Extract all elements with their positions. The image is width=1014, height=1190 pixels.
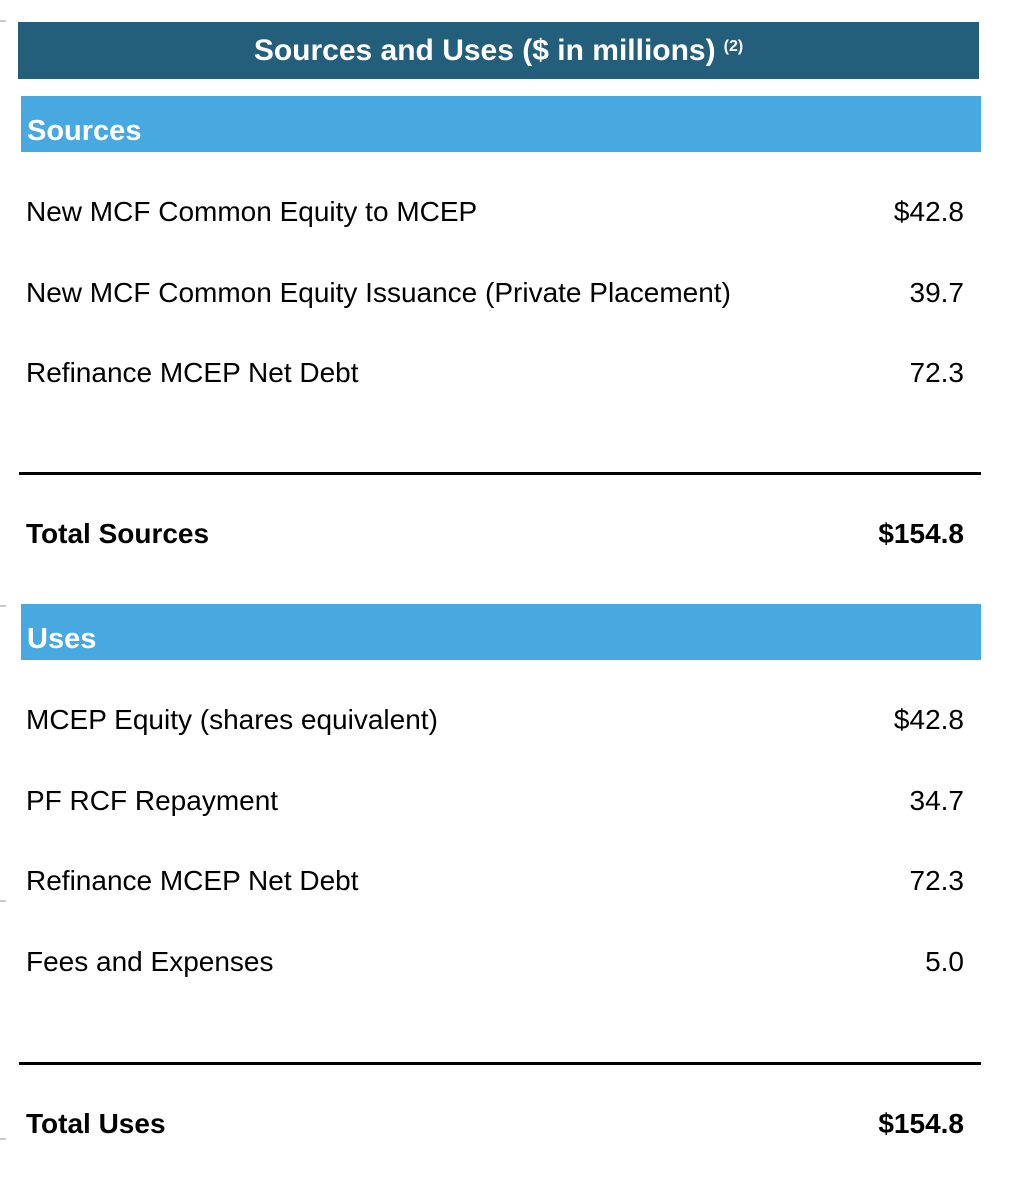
- table-title-bar: Sources and Uses ($ in millions) (2): [18, 22, 979, 79]
- edge-tick: [0, 900, 6, 902]
- sources-total-rule: [19, 472, 981, 475]
- row-value: 72.3: [909, 865, 965, 896]
- uses-total-rule: [19, 1062, 981, 1065]
- row-value: 39.7: [909, 277, 965, 308]
- row-label: Refinance MCEP Net Debt: [26, 865, 359, 896]
- sources-header: Sources: [21, 96, 981, 152]
- uses-total-row: Total Uses $154.8: [26, 1104, 964, 1144]
- total-value: $154.8: [878, 518, 964, 549]
- row-label: MCEP Equity (shares equivalent): [26, 704, 438, 735]
- total-label: Total Sources: [26, 518, 210, 549]
- edge-tick: [0, 605, 6, 607]
- sources-row: New MCF Common Equity to MCEP $42.8: [26, 192, 964, 232]
- sources-total-row: Total Sources $154.8: [26, 514, 964, 554]
- uses-header: Uses: [21, 604, 981, 660]
- row-label: Fees and Expenses: [26, 946, 274, 977]
- sources-row: Refinance MCEP Net Debt 72.3: [26, 353, 964, 393]
- edge-tick: [0, 20, 6, 22]
- edge-tick: [0, 1138, 6, 1140]
- row-value: 5.0: [925, 946, 964, 977]
- uses-row: MCEP Equity (shares equivalent) $42.8: [26, 700, 964, 740]
- uses-row: Fees and Expenses 5.0: [26, 942, 964, 982]
- title-footnote: (2): [723, 37, 744, 55]
- uses-row: Refinance MCEP Net Debt 72.3: [26, 861, 964, 901]
- total-label: Total Uses: [26, 1108, 166, 1139]
- row-label: New MCF Common Equity Issuance (Private …: [26, 277, 731, 308]
- row-value: 72.3: [909, 357, 965, 388]
- row-label: New MCF Common Equity to MCEP: [26, 196, 478, 227]
- row-value: 34.7: [909, 785, 965, 816]
- row-label: PF RCF Repayment: [26, 785, 279, 816]
- row-value: $42.8: [893, 196, 964, 227]
- uses-row: PF RCF Repayment 34.7: [26, 781, 964, 821]
- total-value: $154.8: [878, 1108, 964, 1139]
- row-value: $42.8: [893, 704, 964, 735]
- sources-row: New MCF Common Equity Issuance (Private …: [26, 273, 964, 313]
- row-label: Refinance MCEP Net Debt: [26, 357, 359, 388]
- table-title: Sources and Uses ($ in millions): [253, 33, 716, 67]
